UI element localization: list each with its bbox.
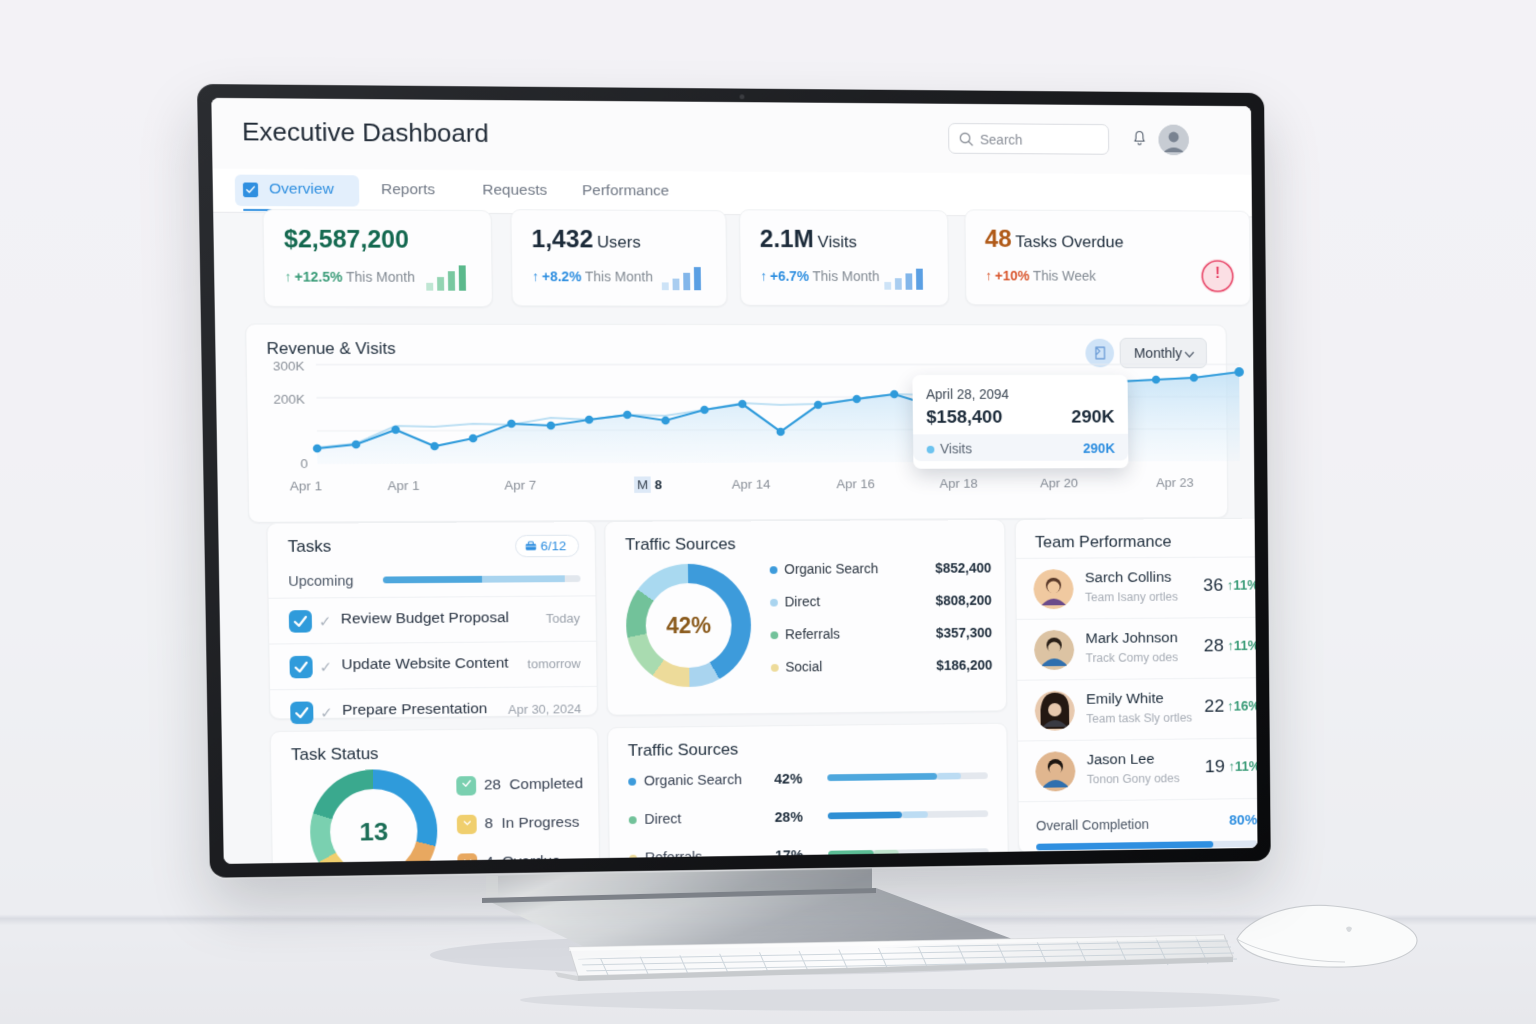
- svg-text:!: !: [1215, 264, 1221, 282]
